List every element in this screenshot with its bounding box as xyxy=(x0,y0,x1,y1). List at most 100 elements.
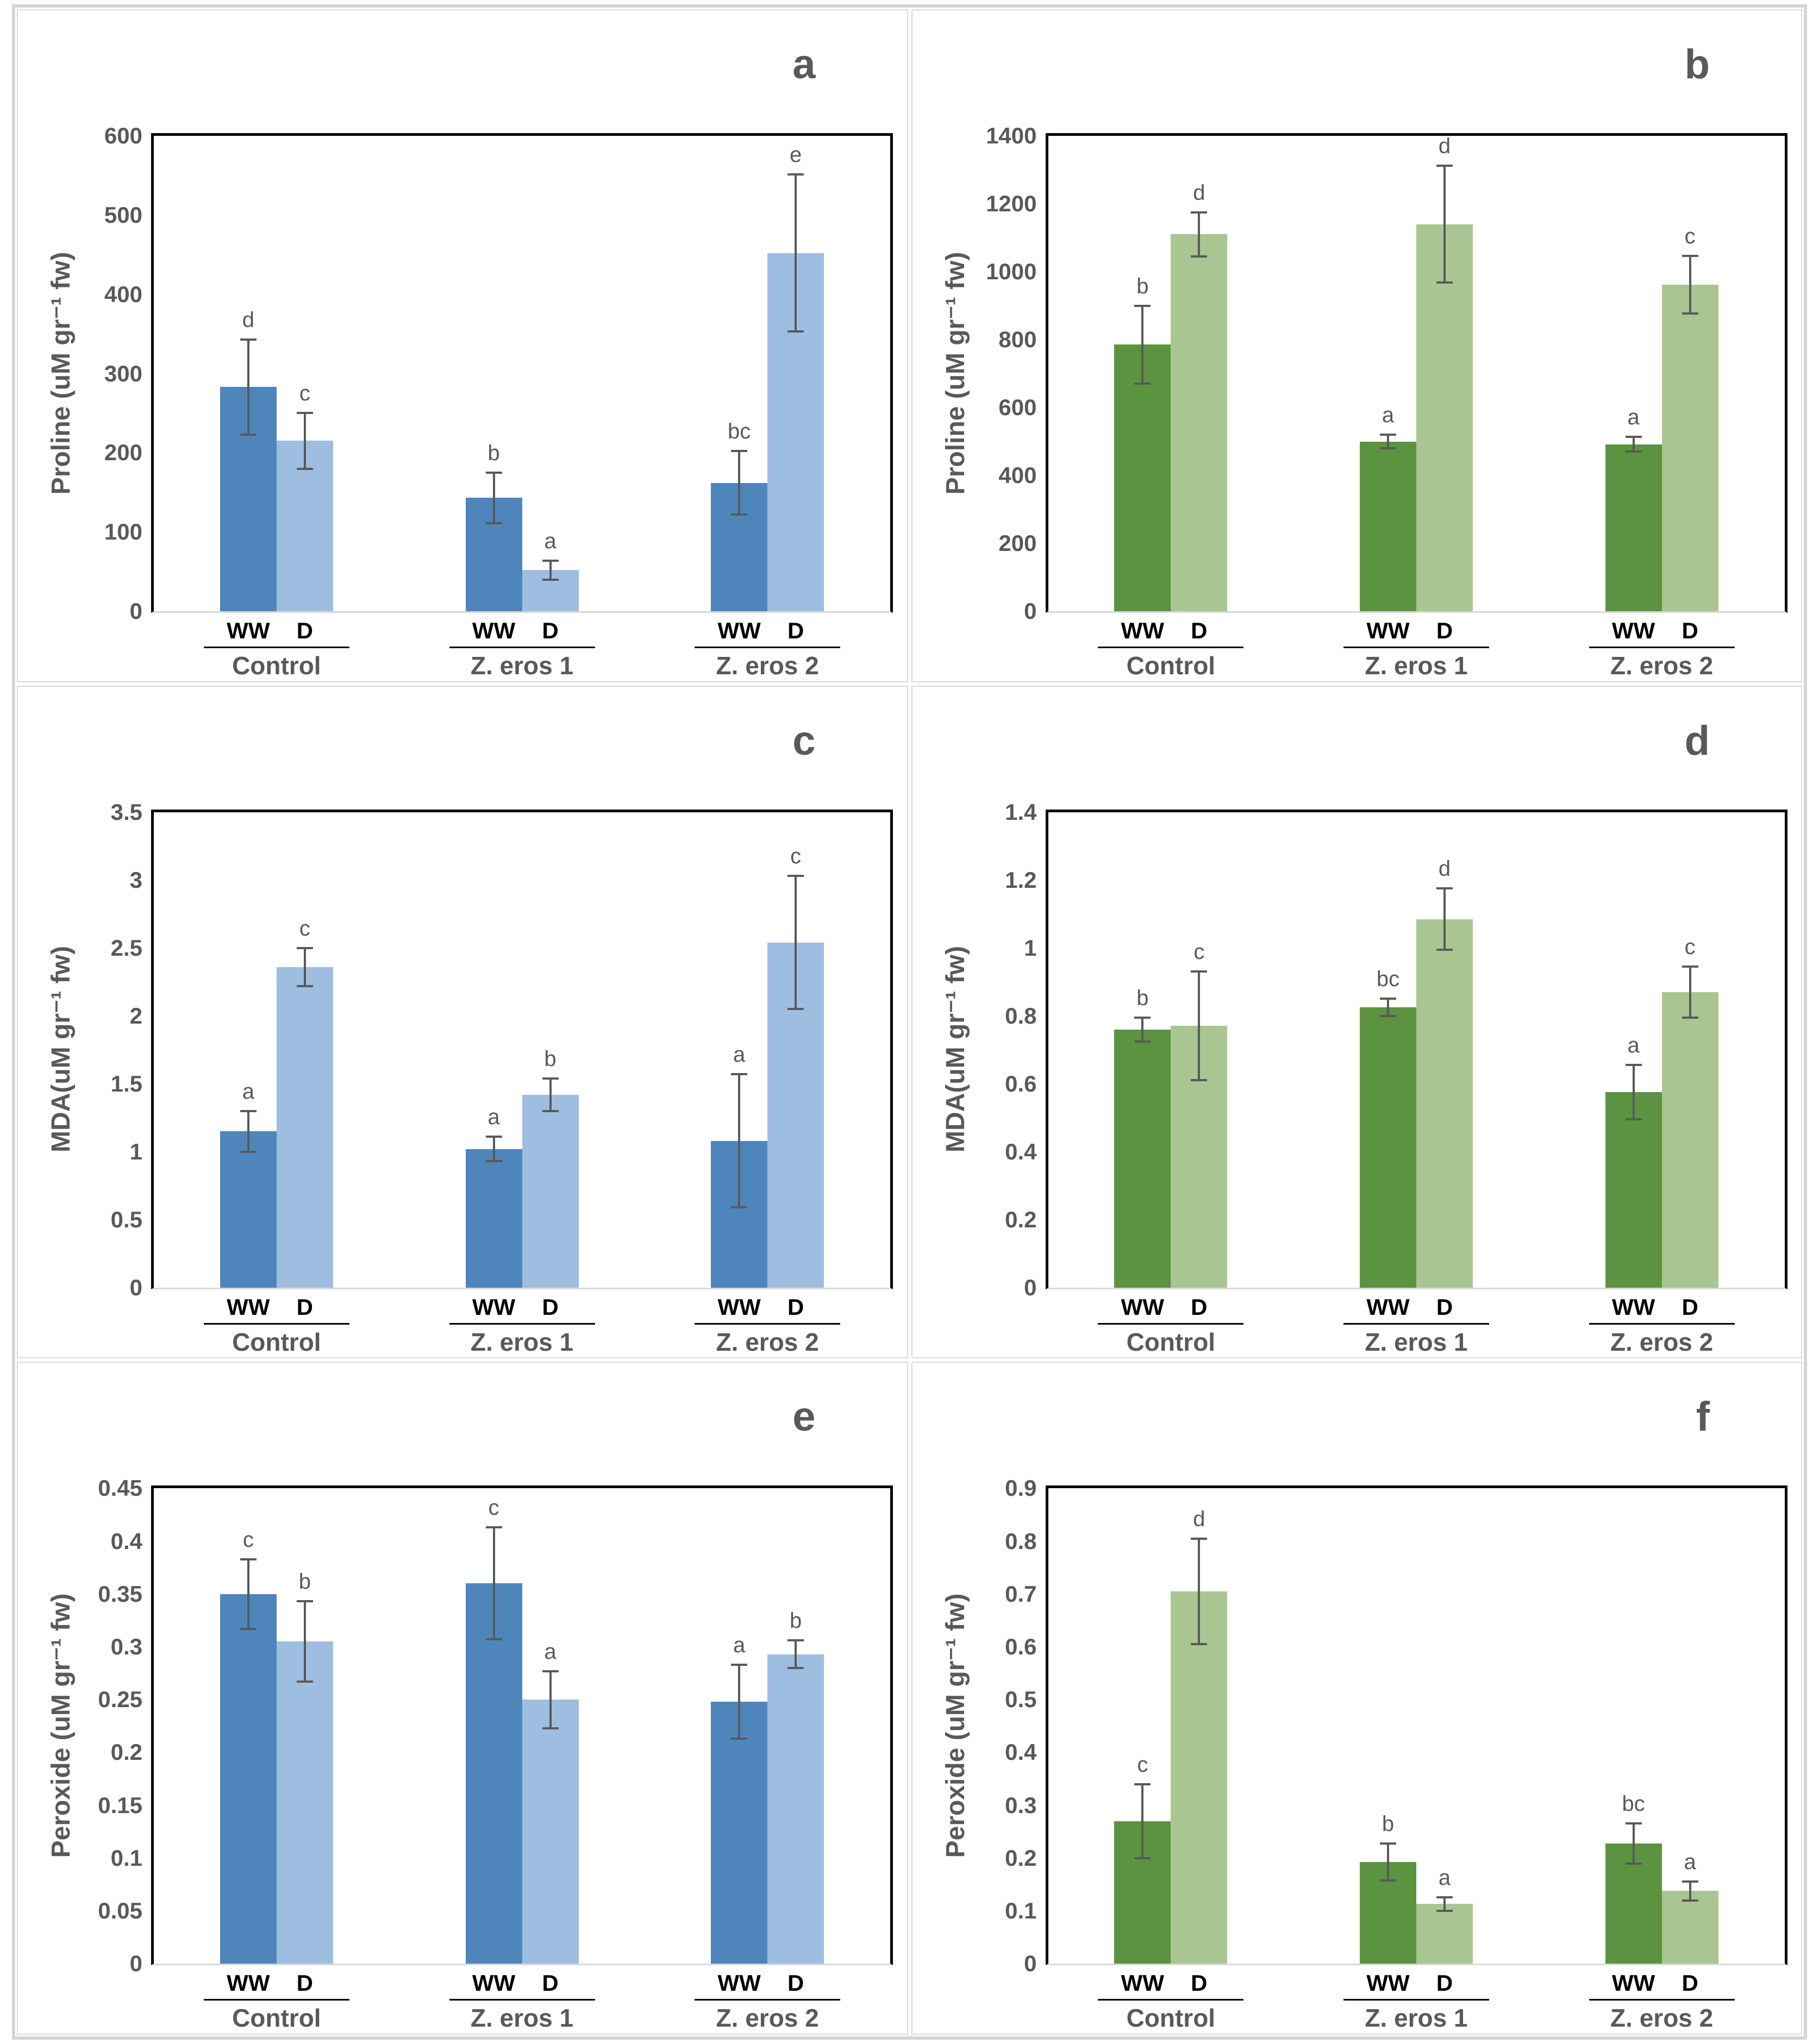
error-bar-bottom-cap xyxy=(787,1666,804,1669)
y-tick-label: 400 xyxy=(104,281,142,307)
condition-label: WW xyxy=(1612,618,1655,643)
significance-letter: b xyxy=(487,441,500,465)
condition-label: D xyxy=(1191,618,1208,643)
error-bar-top-cap xyxy=(1191,970,1208,973)
condition-label: WW xyxy=(1612,1970,1655,1996)
y-tick-label: 0.4 xyxy=(110,1528,142,1554)
error-bar-bottom-cap xyxy=(731,1738,748,1740)
condition-label: D xyxy=(542,1294,559,1320)
significance-letter: b xyxy=(1136,986,1149,1010)
error-bar xyxy=(1689,967,1691,1018)
error-bar xyxy=(738,451,741,515)
significance-letter: a xyxy=(544,529,557,553)
error-bar-top-cap xyxy=(240,338,257,341)
significance-letter: b xyxy=(1382,1811,1395,1836)
significance-letter: d xyxy=(1438,134,1451,158)
chart-panel-b: b Proline (uM gr⁻¹ fw) 0 200 400 600 800 1000… xyxy=(911,9,1802,682)
y-tick-label: 0.25 xyxy=(98,1686,142,1713)
y-tick-label: 0.5 xyxy=(1005,1686,1037,1713)
error-bar-bottom-cap xyxy=(296,467,313,470)
error-bar-bottom-cap xyxy=(1625,450,1642,453)
significance-letter: d xyxy=(1193,1507,1205,1531)
significance-letter: bc xyxy=(1622,1791,1645,1816)
significance-letter: c xyxy=(299,916,310,941)
significance-letter: a xyxy=(544,1639,557,1664)
error-bar xyxy=(549,1671,552,1728)
significance-letter: c xyxy=(1193,940,1205,964)
error-bar-top-cap xyxy=(542,559,559,562)
y-tick-label: 1.2 xyxy=(1005,867,1037,893)
error-bar-bottom-cap xyxy=(1682,1016,1698,1019)
category-underline xyxy=(449,1999,595,2001)
condition-label: D xyxy=(542,618,559,643)
significance-letter: c xyxy=(1684,935,1696,960)
category-underline xyxy=(1589,1999,1735,2001)
error-bar xyxy=(1387,1843,1389,1880)
condition-label: D xyxy=(1191,1294,1208,1320)
bar-control-d xyxy=(1171,1591,1228,1964)
error-bar xyxy=(492,472,495,524)
category-label: Control xyxy=(232,1327,321,1356)
condition-label: D xyxy=(296,1294,313,1320)
condition-label: WW xyxy=(717,1294,761,1320)
significance-letter: bc xyxy=(1376,967,1400,992)
condition-label: WW xyxy=(1612,1294,1655,1320)
condition-label: WW xyxy=(227,618,270,643)
category-label: Z. eros 1 xyxy=(1365,651,1468,680)
error-bar-top-cap xyxy=(1380,998,1396,1000)
condition-label: WW xyxy=(227,1970,270,1996)
condition-label: WW xyxy=(472,1970,516,1996)
condition-label: D xyxy=(787,618,804,643)
error-bar-bottom-cap xyxy=(485,1638,502,1641)
condition-label: D xyxy=(542,1970,559,1996)
error-bar-top-cap xyxy=(1191,1537,1208,1540)
significance-letter: d xyxy=(242,308,254,332)
panel-letter-b: b xyxy=(1684,41,1710,87)
error-bar-top-cap xyxy=(731,1073,748,1076)
error-bar-bottom-cap xyxy=(1191,1643,1208,1646)
error-bar-top-cap xyxy=(1625,1064,1642,1067)
error-bar-bottom-cap xyxy=(296,1681,313,1683)
y-tick-label: 2 xyxy=(129,1002,142,1029)
significance-letter: a xyxy=(1627,405,1640,429)
error-bar xyxy=(1689,1881,1691,1901)
error-bar xyxy=(1141,1017,1144,1042)
y-tick-label: 600 xyxy=(104,123,142,148)
error-bar-top-cap xyxy=(240,1558,257,1560)
category-underline xyxy=(203,647,349,648)
error-bar-bottom-cap xyxy=(1134,1857,1151,1859)
y-tick-label: 0.1 xyxy=(110,1845,142,1871)
panel-letter-f: f xyxy=(1696,1394,1710,1440)
bar-control-ww xyxy=(220,1594,277,1964)
error-bar-bottom-cap xyxy=(1380,1879,1396,1882)
error-bar-top-cap xyxy=(542,1670,559,1672)
category-underline xyxy=(1589,647,1735,648)
significance-letter: a xyxy=(242,1079,254,1103)
error-bar-top-cap xyxy=(296,946,313,949)
error-bar xyxy=(795,1640,797,1668)
error-bar xyxy=(1387,999,1389,1016)
error-bar xyxy=(492,1137,495,1162)
error-bar xyxy=(1198,971,1201,1081)
bar-z-eros-1-ww xyxy=(1360,441,1416,611)
error-bar-top-cap xyxy=(1682,1880,1698,1883)
chart-panel-d: d MDA(uM gr⁻¹ fw) 0 0.2 0.4 0.6 0.8 1 1.2 1.4 b W… xyxy=(911,685,1802,1359)
error-bar-bottom-cap xyxy=(1191,1079,1208,1082)
y-tick-label: 300 xyxy=(104,360,142,386)
condition-label: WW xyxy=(472,618,516,643)
y-tick-label: 0.4 xyxy=(1005,1739,1037,1765)
error-bar-bottom-cap xyxy=(1436,281,1453,284)
error-bar-bottom-cap xyxy=(787,1008,804,1011)
category-label: Control xyxy=(232,2004,321,2033)
significance-letter: a xyxy=(1684,1849,1696,1874)
error-bar-top-cap xyxy=(485,1526,502,1529)
significance-letter: c xyxy=(790,844,802,869)
error-bar-top-cap xyxy=(1380,1842,1396,1845)
y-tick-label: 2.5 xyxy=(110,935,142,961)
category-underline xyxy=(449,647,595,648)
bar-z-eros-1-ww xyxy=(465,1583,522,1964)
y-tick-label: 200 xyxy=(998,530,1037,556)
bar-control-ww xyxy=(220,1131,277,1288)
bar-z-eros-2-ww xyxy=(1605,1092,1662,1288)
category-underline xyxy=(1343,1999,1489,2001)
